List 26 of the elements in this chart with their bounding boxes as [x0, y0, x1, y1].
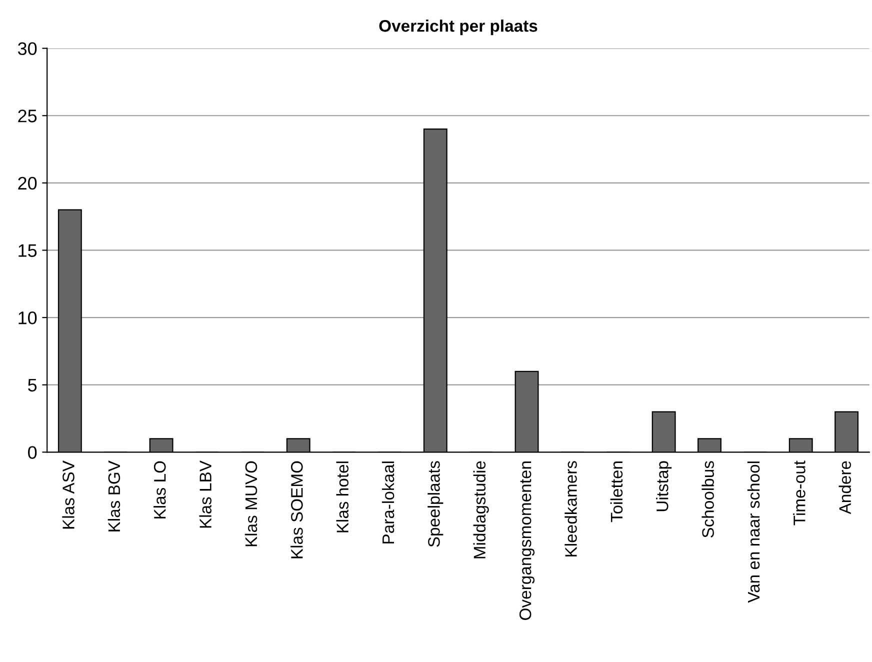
x-tick-label: Schoolbus	[702, 461, 714, 538]
y-tick-label: 0	[28, 446, 37, 459]
x-tick-label: Time-out	[793, 460, 806, 526]
y-tick-label: 30	[18, 42, 37, 56]
x-tick-label: Para-lokaal	[382, 462, 394, 544]
x-tick-label: Klas MUVO	[244, 461, 258, 546]
x-tick-label: Klas SOEMO	[290, 461, 303, 558]
x-tick-label: Klas ASV	[62, 460, 74, 529]
x-tick-label: Klas BGV	[108, 460, 120, 532]
x-tick-label: Van en naar school	[747, 462, 760, 603]
x-tick-label: Middagstudie	[473, 461, 489, 558]
chart-title: Overzicht per plaats	[379, 20, 538, 36]
x-tick-label: Andere	[838, 461, 852, 514]
y-tick-label: 25	[18, 110, 37, 122]
x-tick-label: Overgangsmomenten	[519, 462, 535, 620]
x-tick-label: Toiletten	[610, 462, 623, 522]
x-tick-label: Uitstap	[656, 461, 672, 512]
y-tick-label: 10	[18, 311, 37, 324]
y-tick-label: 15	[18, 244, 37, 257]
x-tick-label: Klas hotel	[336, 462, 348, 532]
x-tick-label: Kleedkamers	[564, 461, 577, 556]
x-tick-label: Speelplaats	[428, 461, 444, 547]
x-tick-label: Klas LO	[154, 461, 166, 518]
y-tick-label: 20	[18, 176, 37, 190]
x-tick-label: Klas LBV	[199, 460, 212, 528]
y-tick-label: 5	[28, 378, 37, 392]
